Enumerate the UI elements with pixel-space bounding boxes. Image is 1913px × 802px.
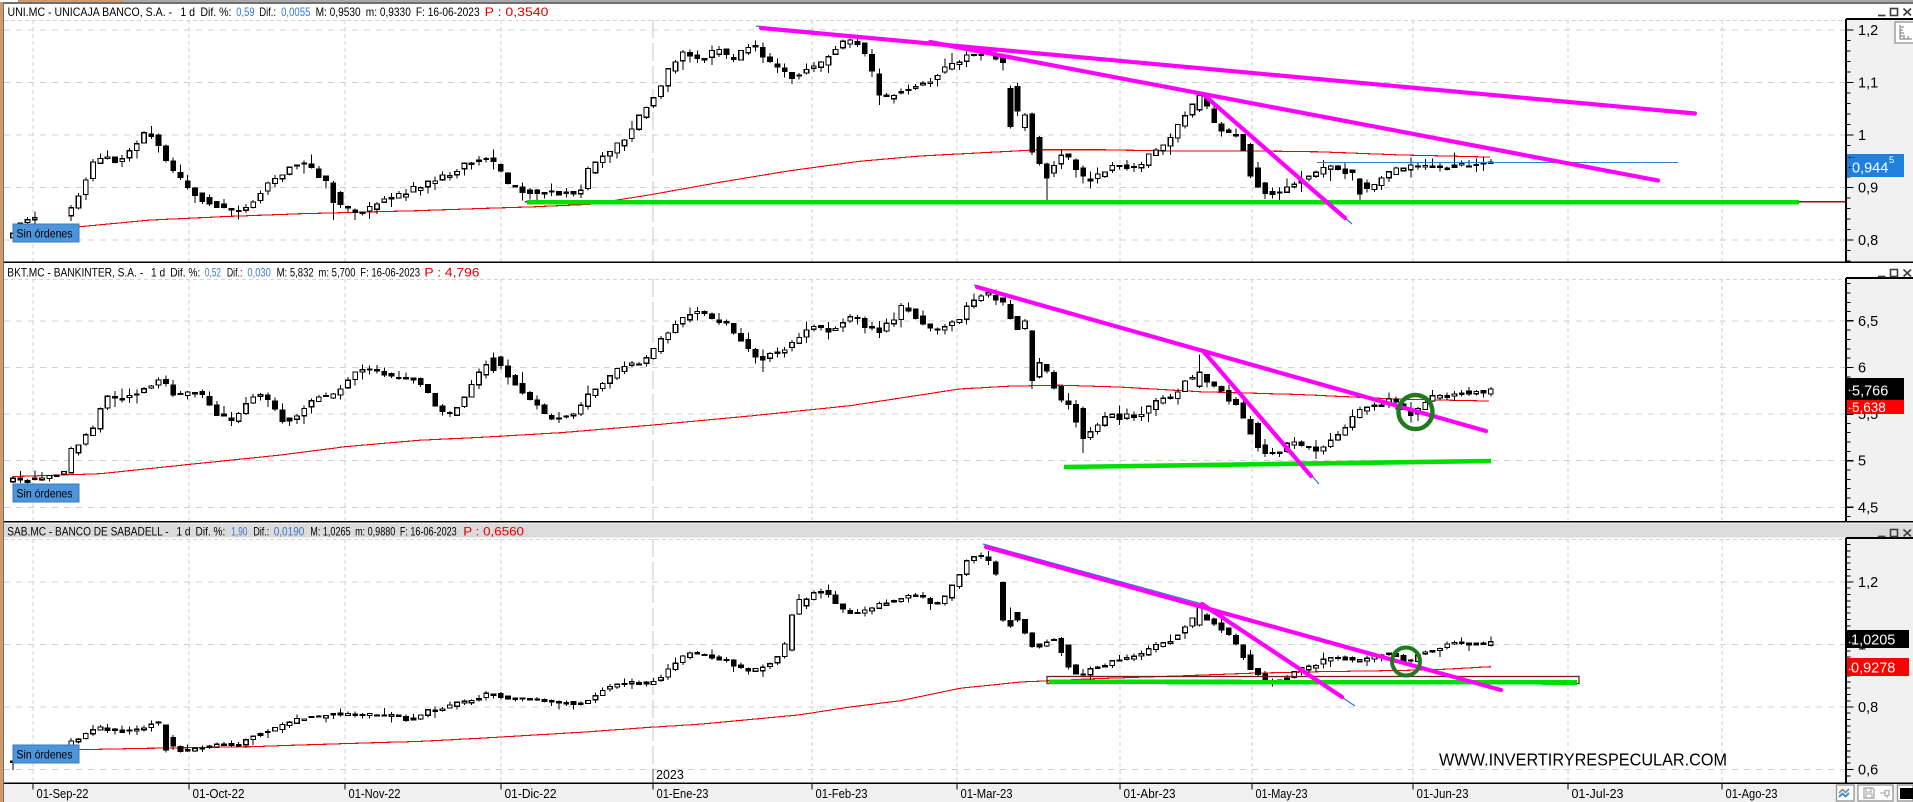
svg-text:01-Ago-23: 01-Ago-23 — [1726, 787, 1778, 801]
svg-text:0,944: 0,944 — [1852, 161, 1888, 177]
svg-text:01-May-23: 01-May-23 — [1256, 787, 1308, 801]
svg-text:Sin órdenes: Sin órdenes — [17, 227, 73, 241]
svg-text:01-Jun-23: 01-Jun-23 — [1417, 787, 1469, 801]
svg-text:6: 6 — [1858, 361, 1866, 377]
svg-text:01-Abr-23: 01-Abr-23 — [1124, 787, 1176, 801]
svg-text:0,9278: 0,9278 — [1851, 661, 1895, 677]
svg-text:Dif.:: Dif.: — [259, 5, 276, 19]
svg-text:01-Dic-22: 01-Dic-22 — [505, 787, 557, 801]
svg-text:BKT.MC - BANKINTER, S.A. - 1: BKT.MC - BANKINTER, S.A. - 1 d Dif. %: — [7, 266, 200, 280]
svg-text:0,59: 0,59 — [236, 5, 255, 19]
svg-text:01-Sep-22: 01-Sep-22 — [37, 787, 89, 801]
svg-text:0,030: 0,030 — [247, 266, 271, 280]
svg-text:0,0190: 0,0190 — [274, 525, 305, 539]
svg-text:←: ← — [1847, 161, 1857, 172]
svg-text:Sin órdenes: Sin órdenes — [17, 748, 73, 762]
svg-text:SAB.MC - BANCO DE SABADELL -: SAB.MC - BANCO DE SABADELL - 1 d Dif. %: — [7, 525, 225, 539]
svg-text:Sin órdenes: Sin órdenes — [17, 487, 73, 501]
svg-text:0,52: 0,52 — [205, 266, 221, 280]
svg-text:0,0055: 0,0055 — [281, 5, 311, 19]
svg-text:UNI.MC - UNICAJA BANCO, S.A. -: UNI.MC - UNICAJA BANCO, S.A. - 1 d Dif. … — [8, 5, 232, 19]
svg-text:1,0205: 1,0205 — [1851, 633, 1895, 649]
svg-text:01-Mar-23: 01-Mar-23 — [961, 787, 1013, 801]
svg-text:←: ← — [1847, 384, 1857, 395]
svg-text:←: ← — [1847, 663, 1857, 674]
svg-text:1,90: 1,90 — [231, 525, 247, 539]
svg-text:M: 1,0265 m: 0,9880 F: 16-06-2: M: 1,0265 m: 0,9880 F: 16-06-2023 — [310, 525, 457, 539]
svg-text:1,1: 1,1 — [1858, 76, 1878, 92]
svg-text:5,766: 5,766 — [1852, 384, 1888, 400]
svg-text:5,638: 5,638 — [1852, 400, 1886, 415]
svg-text:01-Feb-23: 01-Feb-23 — [816, 787, 868, 801]
svg-text:←: ← — [1847, 636, 1857, 647]
svg-text:01-Jul-23: 01-Jul-23 — [1572, 787, 1624, 801]
svg-text:0,8: 0,8 — [1858, 700, 1878, 716]
svg-text:0,9: 0,9 — [1858, 181, 1878, 197]
svg-text:01-Ene-23: 01-Ene-23 — [657, 787, 709, 801]
svg-text:M: 0,9530 m: 0,9330 F: 16-06-2: M: 0,9530 m: 0,9330 F: 16-06-2023 — [316, 5, 480, 19]
svg-text:WWW.INVERTIRYRESPECULAR.COM: WWW.INVERTIRYRESPECULAR.COM — [1439, 750, 1727, 770]
svg-text:←: ← — [1847, 151, 1857, 162]
svg-text:01-Nov-22: 01-Nov-22 — [349, 787, 401, 801]
svg-text:4,5: 4,5 — [1858, 500, 1878, 516]
svg-text:6,5: 6,5 — [1858, 314, 1878, 330]
svg-text:0,8: 0,8 — [1858, 233, 1878, 249]
svg-text:1: 1 — [1858, 128, 1866, 144]
svg-text:2023: 2023 — [656, 768, 684, 782]
svg-text:M: 5,832 m: 5,700 F: 16-06-202: M: 5,832 m: 5,700 F: 16-06-2023 — [277, 266, 421, 280]
svg-text:P : 0,6560: P : 0,6560 — [463, 525, 524, 539]
svg-text:1,2: 1,2 — [1858, 23, 1878, 39]
svg-text:1,2: 1,2 — [1858, 575, 1878, 591]
svg-text:5: 5 — [1889, 155, 1894, 166]
svg-text:P : 4,796: P : 4,796 — [424, 266, 479, 280]
svg-text:0,6: 0,6 — [1858, 763, 1878, 779]
svg-text:Dif.:: Dif.: — [227, 266, 243, 280]
svg-text:01-Oct-22: 01-Oct-22 — [193, 787, 245, 801]
svg-text:5: 5 — [1858, 454, 1866, 470]
svg-text:P : 0,3540: P : 0,3540 — [485, 5, 549, 19]
svg-text:Dif.:: Dif.: — [253, 525, 269, 539]
svg-text:←: ← — [1847, 402, 1857, 413]
